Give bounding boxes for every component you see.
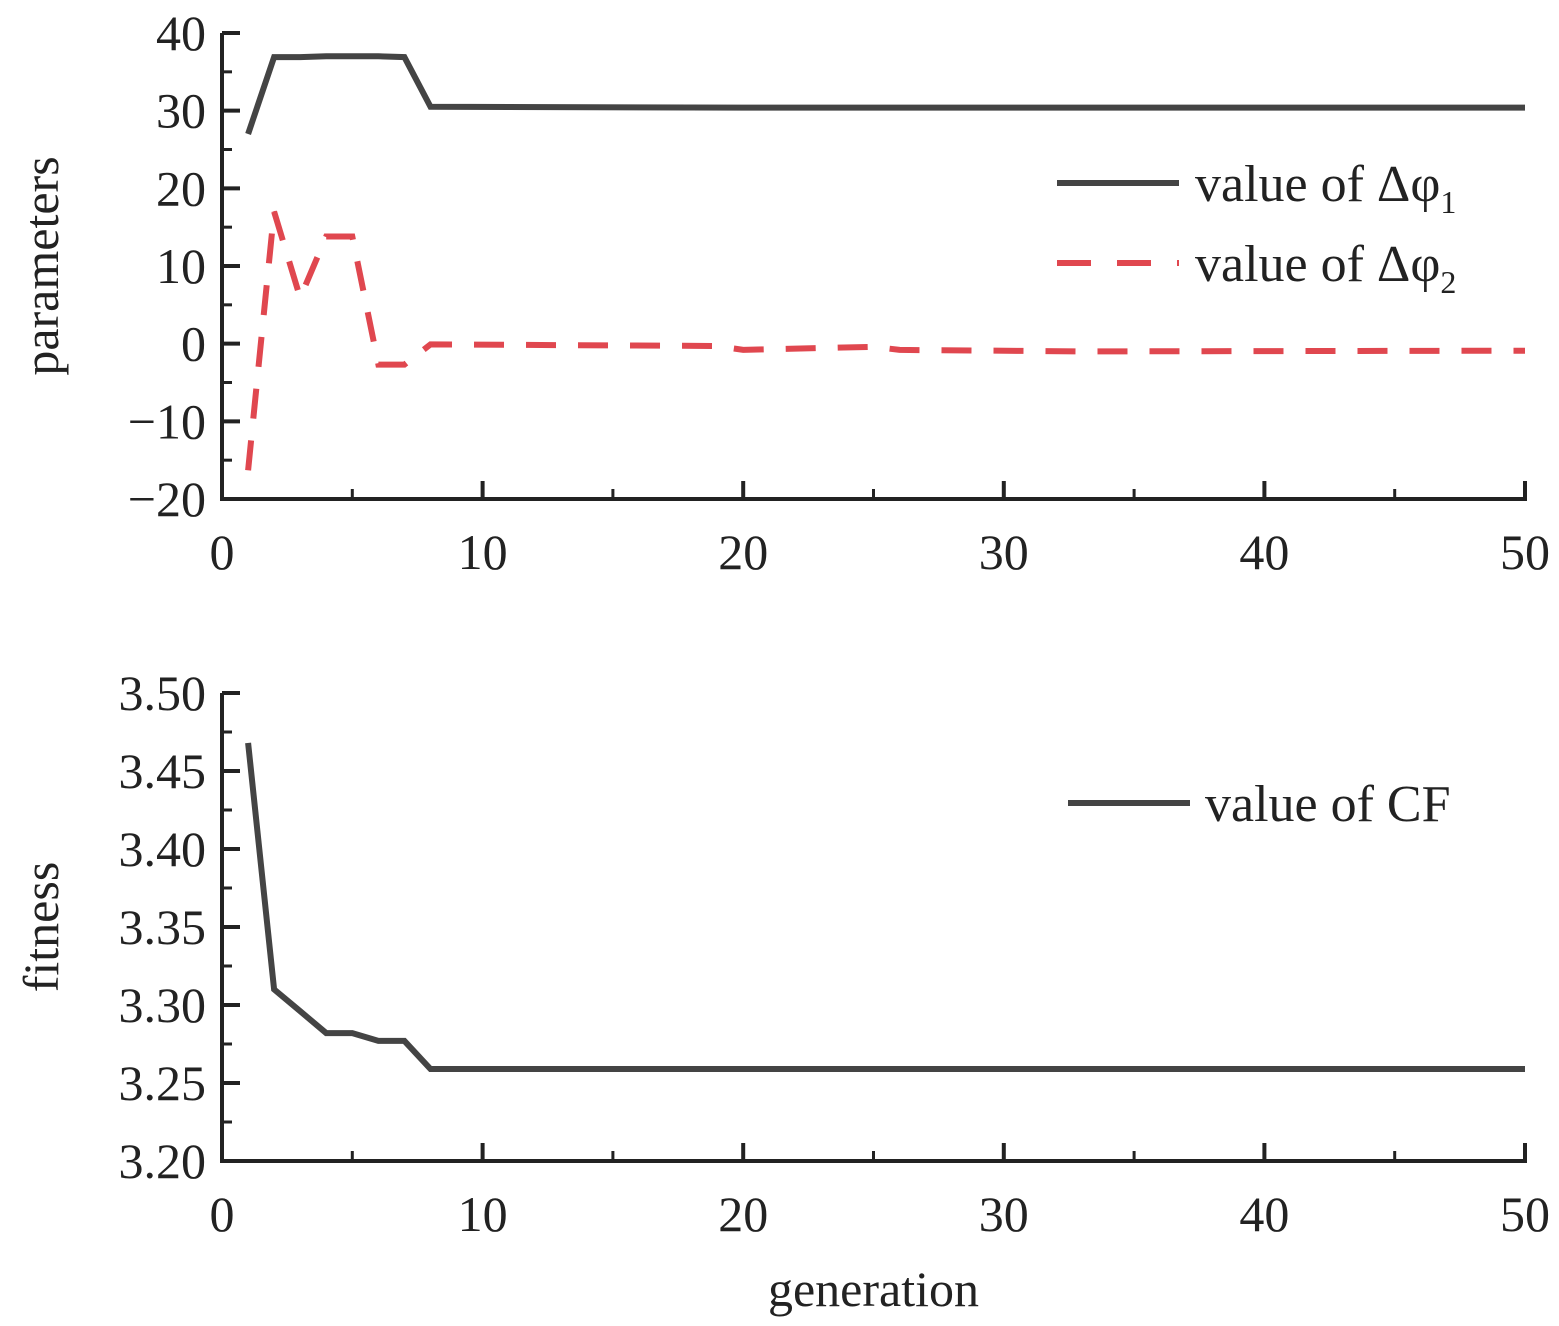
legend-item-1: value of CF	[1068, 776, 1451, 833]
x-tick-label: 0	[210, 524, 235, 580]
legend-label-subscript: 2	[1440, 264, 1456, 300]
x-tick-label: 40	[1239, 1186, 1289, 1242]
y-tick-label: 3.20	[119, 1133, 207, 1189]
y-axis-label: parameters	[13, 156, 69, 375]
x-axis-label: generation	[768, 1261, 979, 1317]
y-tick-label: 10	[156, 238, 206, 294]
x-tick-label: 0	[210, 1186, 235, 1242]
y-tick-label: 3.45	[119, 743, 207, 799]
chart-panel-1: −20 −10 0 10 20 30 40 0 10 20 30 40 50 parameters valu…	[13, 5, 1550, 580]
legend-label-text: value of CF	[1205, 776, 1451, 833]
y-tick-label: 3.50	[119, 665, 207, 721]
y-tick-label: 3.40	[119, 821, 207, 877]
y-tick-label: 40	[156, 5, 206, 61]
series-line-1	[245, 53, 1525, 135]
x-tick-label: 20	[718, 1186, 768, 1242]
legend-label: value of Δφ1	[1195, 156, 1456, 220]
legend-label-subscript: 1	[1440, 184, 1456, 220]
x-tick-label: 10	[458, 524, 508, 580]
chart-panel-2: 3.20 3.25 3.30 3.35 3.40 3.45 3.50 0 10 20 30 40 50 f…	[13, 665, 1550, 1317]
legend-item-1: value of Δφ1	[1057, 156, 1456, 220]
x-tick-label: 10	[458, 1186, 508, 1242]
legend-item-2: value of Δφ2	[1057, 236, 1456, 300]
y-tick-label: 3.25	[119, 1055, 207, 1111]
y-tick-label: −20	[128, 471, 206, 527]
x-tick-label: 50	[1500, 1186, 1550, 1242]
x-tick-label: 20	[718, 524, 768, 580]
y-tick-label: 3.30	[119, 977, 207, 1033]
y-tick-label: −10	[128, 393, 206, 449]
legend-label-text: value of Δφ	[1195, 156, 1440, 213]
series-line-2	[245, 210, 1526, 471]
y-tick-label: 3.35	[119, 899, 207, 955]
series-line-1	[245, 742, 1525, 1072]
x-tick-label: 50	[1500, 524, 1550, 580]
legend-label: value of Δφ2	[1195, 236, 1456, 300]
legend-label-text: value of Δφ	[1195, 236, 1440, 293]
x-tick-label: 30	[979, 524, 1029, 580]
x-tick-label: 30	[979, 1186, 1029, 1242]
y-axis-label: fitness	[13, 862, 69, 993]
y-tick-label: 20	[156, 160, 206, 216]
x-tick-label: 40	[1239, 524, 1289, 580]
y-tick-label: 0	[181, 316, 206, 372]
y-tick-label: 30	[156, 83, 206, 139]
legend-label: value of CF	[1205, 776, 1451, 833]
